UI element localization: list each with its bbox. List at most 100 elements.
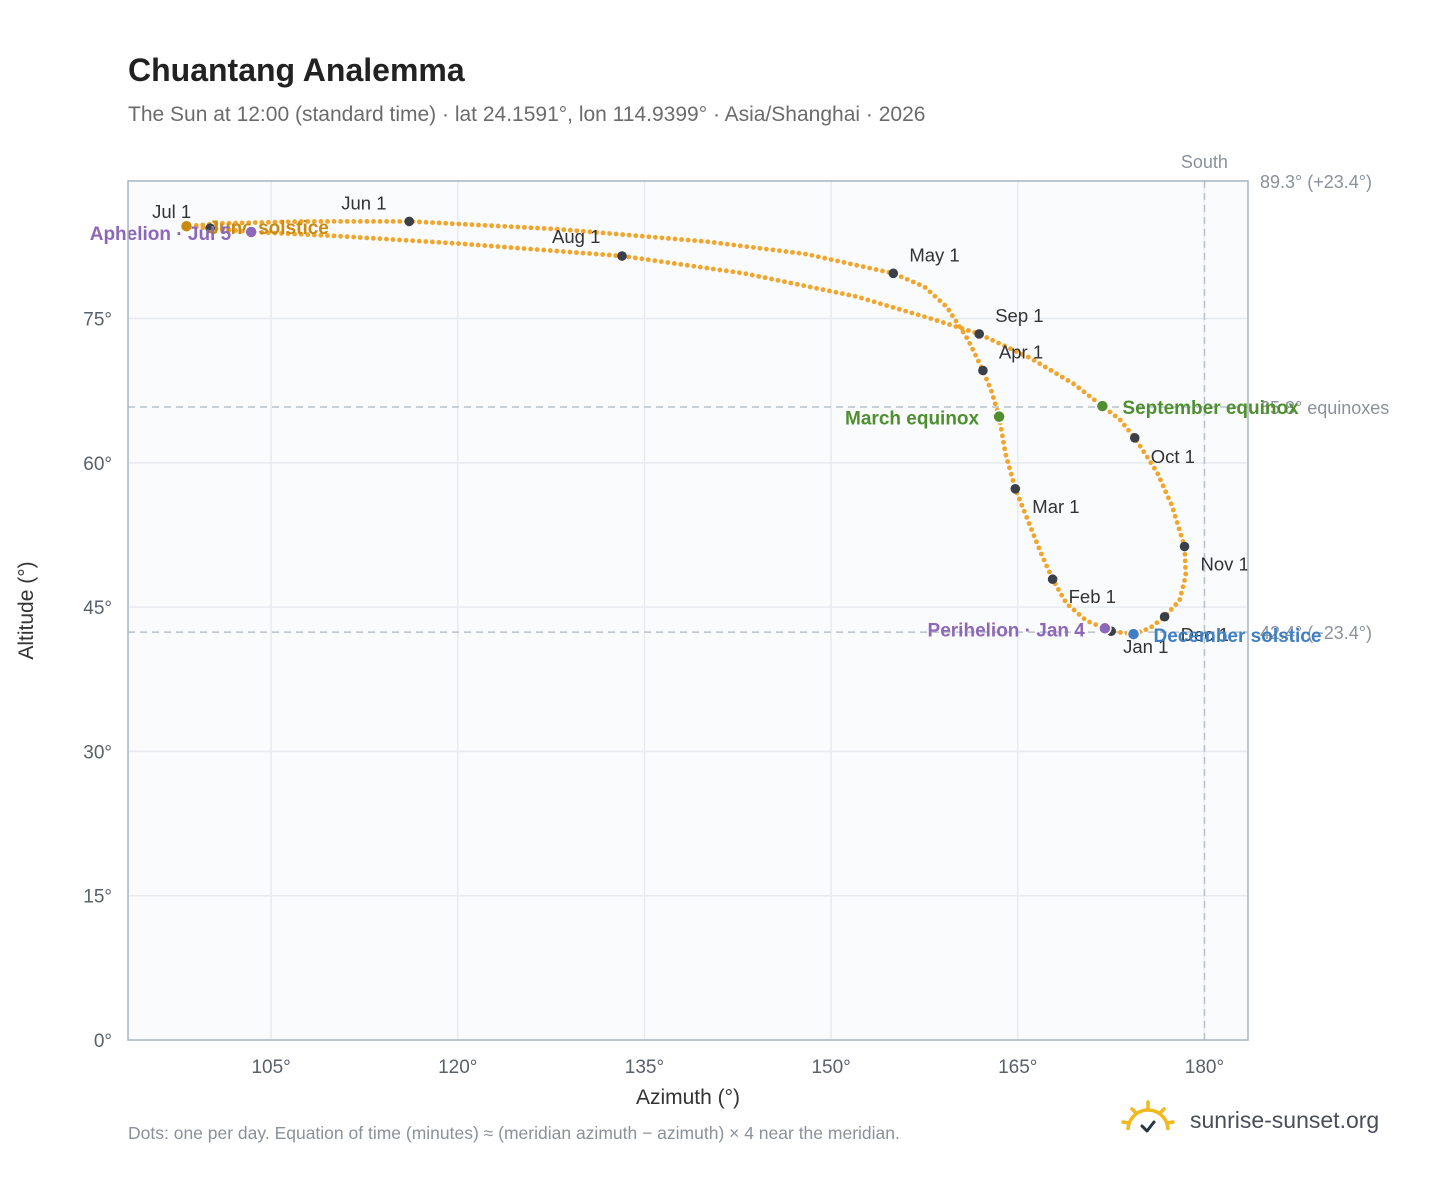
daily-sun-dot: [965, 328, 971, 333]
daily-sun-dot: [364, 235, 370, 241]
daily-sun-dot: [815, 254, 821, 260]
daily-sun-dot: [331, 233, 337, 239]
daily-sun-dot: [285, 231, 291, 237]
daily-sun-dot: [1081, 616, 1087, 622]
daily-sun-dot: [515, 245, 520, 251]
daily-sun-dot: [1126, 427, 1131, 433]
daily-sun-dot: [890, 304, 896, 310]
daily-sun-dot: [587, 229, 593, 235]
daily-sun-dot: [666, 236, 671, 241]
daily-sun-dot: [311, 232, 317, 238]
x-tick-label: 135°: [625, 1057, 664, 1078]
daily-sun-dot: [990, 337, 996, 343]
daily-sun-dot: [665, 260, 671, 265]
daily-sun-dot: [1007, 465, 1012, 471]
daily-sun-dot: [233, 220, 238, 226]
daily-sun-dot: [1008, 471, 1014, 477]
daily-sun-dot: [685, 237, 691, 243]
daily-sun-dot: [927, 289, 933, 295]
daily-sun-dot: [547, 248, 553, 253]
daily-sun-dot: [731, 242, 737, 248]
daily-sun-dot: [1137, 443, 1143, 449]
brand[interactable]: sunrise-sunset.org: [1120, 1100, 1379, 1140]
daily-sun-dot: [1176, 526, 1182, 532]
daily-sun-dot: [469, 222, 475, 228]
grid-lines: [128, 181, 1248, 1040]
daily-sun-dot: [331, 219, 337, 224]
daily-sun-dot: [607, 231, 612, 236]
special-point-label: March equinox: [845, 409, 980, 430]
x-tick-label: 180°: [1185, 1057, 1224, 1078]
daily-sun-dot: [515, 224, 521, 230]
month-marker: [617, 251, 627, 261]
brand-name[interactable]: sunrise-sunset.org: [1190, 1106, 1380, 1133]
special-point-marker: [992, 409, 1006, 424]
daily-sun-dot: [502, 244, 507, 250]
plot-frame: [127, 180, 1249, 1041]
daily-sun-dot: [884, 303, 890, 308]
daily-sun-dot: [502, 223, 508, 229]
daily-sun-dot: [639, 233, 645, 239]
daily-sun-dot: [796, 250, 802, 256]
daily-sun-dot: [992, 401, 998, 407]
daily-sun-dot: [449, 221, 455, 227]
daily-sun-dot: [475, 242, 481, 248]
y-tick-label: 75°: [83, 310, 112, 331]
daily-sun-dot: [1166, 495, 1171, 501]
daily-sun-dot: [659, 235, 665, 241]
daily-sun-dot: [1065, 378, 1071, 383]
daily-sun-dot: [384, 219, 390, 224]
daily-sun-dot: [246, 220, 252, 226]
daily-sun-dot: [305, 232, 311, 238]
daily-sun-dot: [903, 308, 908, 314]
special-point-label: Perihelion · Jan 4: [928, 620, 1086, 641]
daily-sun-dot: [915, 312, 921, 318]
daily-sun-dot: [351, 234, 357, 240]
analemma-path: [187, 219, 1189, 637]
daily-sun-dot: [265, 219, 271, 225]
daily-sun-dot: [788, 280, 794, 286]
daily-sun-dot: [684, 262, 690, 268]
daily-sun-dot: [967, 340, 973, 346]
daily-sun-dot: [482, 243, 488, 248]
daily-sun-dot: [1107, 409, 1113, 415]
daily-sun-dot: [423, 219, 429, 225]
daily-sun-dot: [1182, 551, 1188, 557]
daily-sun-dot: [298, 231, 304, 237]
daily-sun-dot: [984, 376, 989, 382]
daily-sun-dot: [606, 252, 612, 258]
month-marker: [1179, 541, 1190, 552]
daily-sun-dot: [482, 222, 488, 228]
daily-sun-dot: [259, 220, 265, 225]
daily-sun-dot: [193, 224, 199, 230]
daily-sun-dot: [456, 221, 462, 227]
daily-sun-dot: [325, 219, 330, 224]
daily-sun-dot: [548, 226, 554, 232]
daily-sun-dot: [220, 226, 225, 232]
daily-sun-dot: [1019, 502, 1025, 508]
month-marker: [1010, 484, 1021, 494]
daily-sun-dot: [443, 220, 449, 226]
daily-sun-dot: [239, 228, 245, 234]
daily-sun-dot: [1001, 439, 1006, 445]
daily-sun-dot: [574, 250, 579, 255]
daily-sun-dot: [1016, 496, 1022, 502]
daily-sun-dot: [403, 237, 409, 243]
daily-sun-dot: [671, 261, 677, 266]
daily-sun-dot: [1026, 521, 1032, 526]
daily-sun-dot: [801, 283, 807, 289]
daily-sun-dot: [1008, 346, 1013, 352]
daily-sun-dot: [574, 228, 580, 234]
x-axis-label: Azimuth (°): [636, 1086, 740, 1109]
daily-sun-dot: [344, 219, 350, 224]
axes: 105° 120° 135° 150° 165° 180° 0° 15° 30° 45° 60° 75…: [15, 310, 1224, 1109]
daily-sun-dot: [541, 226, 547, 231]
daily-sun-dot: [357, 235, 363, 240]
daily-sun-dot: [1046, 569, 1052, 575]
month-markers: Jan 1 Feb 1 Mar 1 Apr 1 May 1 Jun 1 Jul 1 Aug 1…: [152, 192, 1249, 657]
daily-sun-dot: [1062, 598, 1068, 604]
special-point-marker: [1126, 627, 1141, 641]
daily-sun-dot: [311, 219, 317, 224]
daily-sun-dot: [1003, 452, 1009, 458]
daily-sun-dot: [476, 222, 481, 228]
